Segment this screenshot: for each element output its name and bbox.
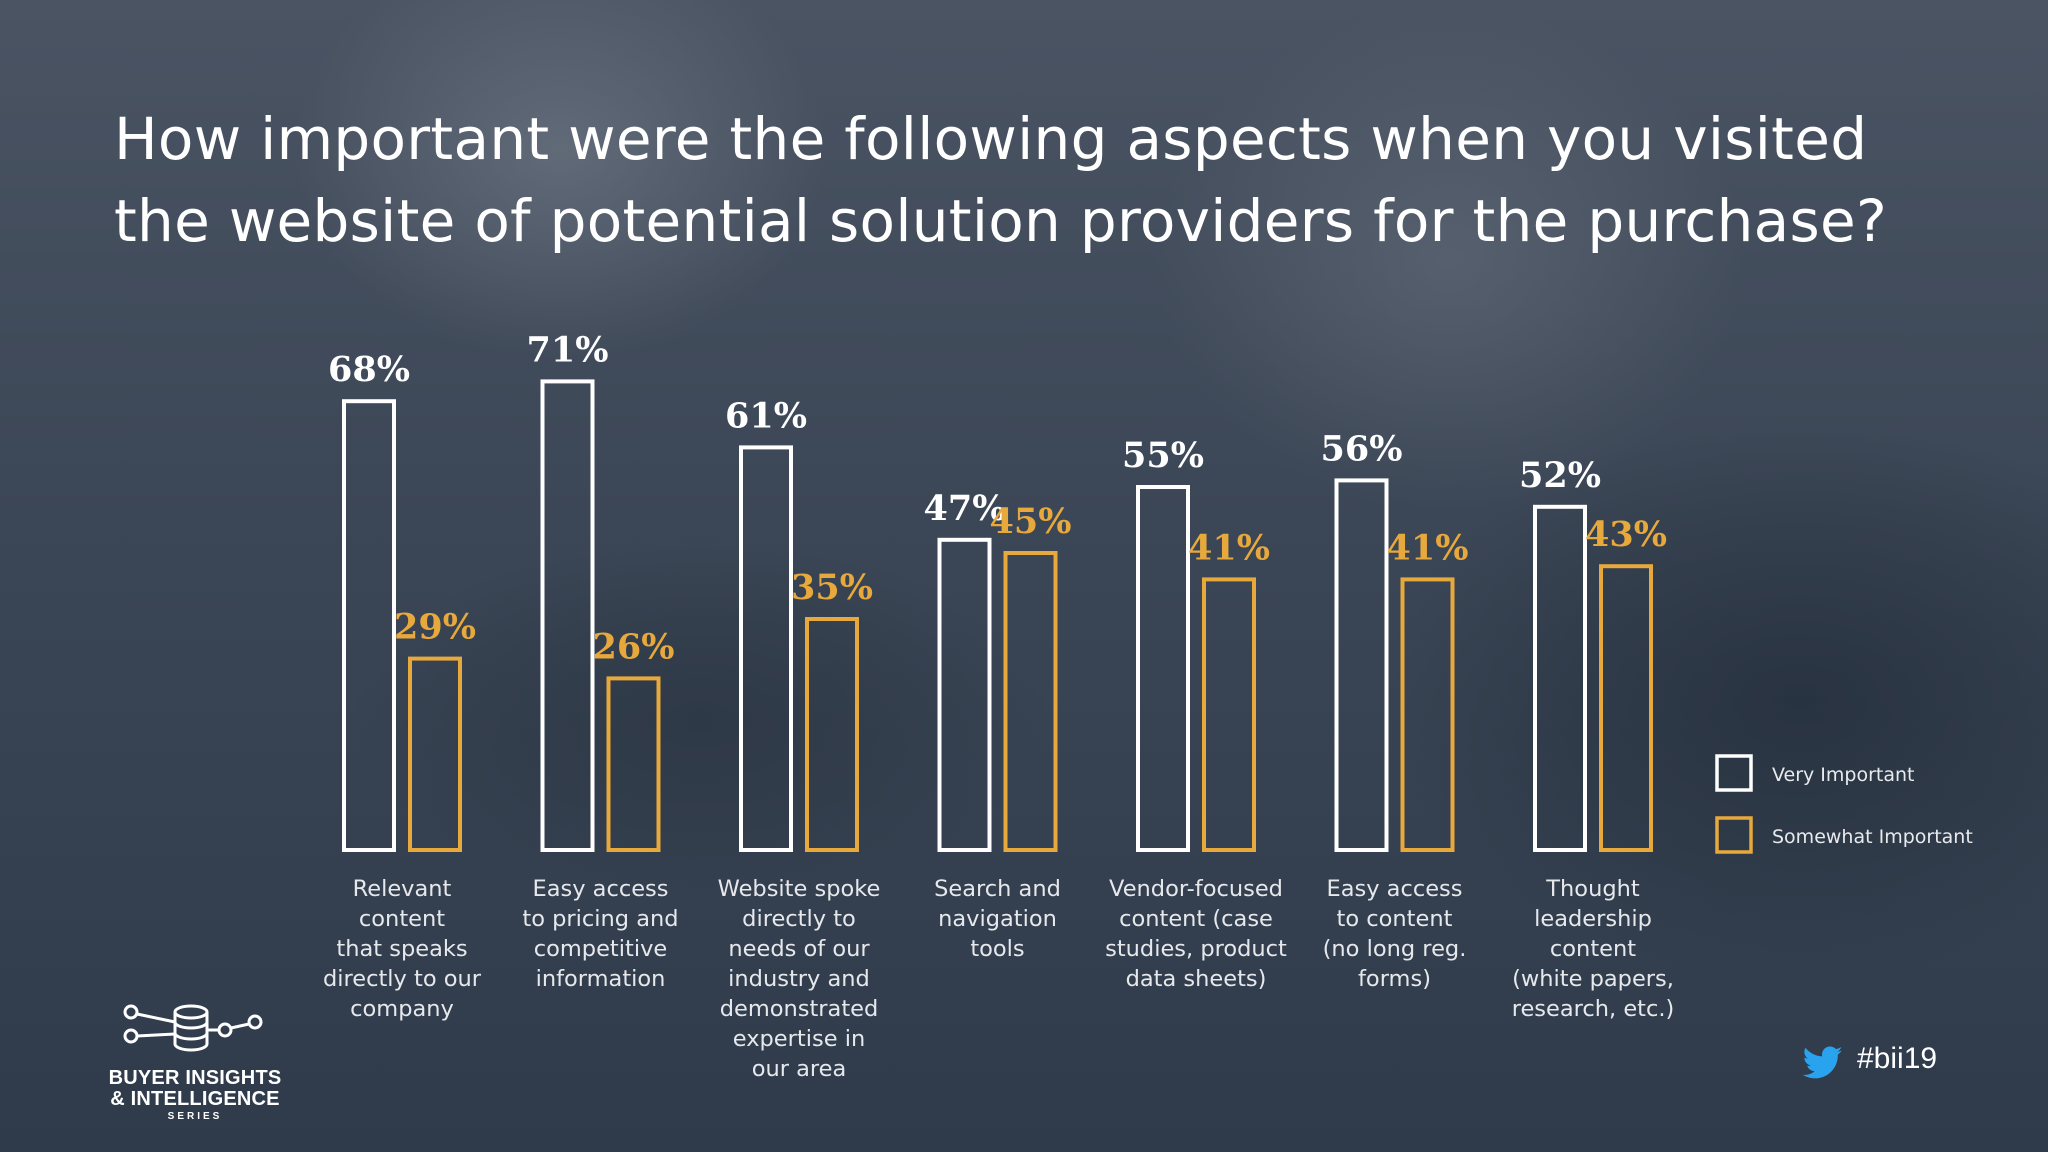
data-label-somewhat-important-1: 29% — [394, 607, 476, 648]
category-label-line: content — [359, 906, 445, 932]
data-label-somewhat-important-6: 41% — [1387, 527, 1469, 568]
category-label-6: Easy access to content (no long reg. forms) — [1323, 876, 1467, 992]
category-label-line: Easy access — [1326, 876, 1462, 902]
legend-label-very-important: Very Important — [1772, 764, 1915, 786]
category-label-2: Easy access to pricing and competitive info… — [522, 876, 678, 992]
legend-swatch-very-important — [1715, 754, 1753, 792]
category-label-4: Search and navigation tools — [934, 876, 1061, 962]
data-label-very-important-5: 55% — [1122, 435, 1204, 476]
category-label-line: leadership — [1534, 906, 1652, 932]
bar-very-important-5 — [1136, 485, 1190, 852]
brand-line-2: & INTELLIGENCE — [110, 1088, 280, 1110]
category-label-line: tools — [970, 936, 1024, 962]
chart-title-line-2: the website of potential solution provid… — [114, 187, 1888, 255]
category-label-line: content — [1550, 936, 1636, 962]
category-label-line: Search and — [934, 876, 1061, 902]
bar-very-important-2 — [540, 379, 595, 852]
data-label-somewhat-important-2: 26% — [593, 626, 675, 667]
category-label-line: to content — [1337, 906, 1453, 932]
bar-very-important-1 — [342, 399, 396, 852]
data-label-very-important-3: 61% — [725, 395, 807, 436]
data-label-very-important-7: 52% — [1519, 455, 1601, 496]
legend-label-somewhat-important: Somewhat Important — [1772, 826, 1973, 848]
bar-somewhat-important-1 — [408, 656, 462, 852]
category-label-line: demonstrated — [720, 996, 879, 1022]
data-label-very-important-4: 47% — [924, 488, 1006, 529]
bar-somewhat-important-4 — [1003, 551, 1058, 852]
brand-line-1: BUYER INSIGHTS — [108, 1067, 282, 1089]
hashtag: #bii19 — [1857, 1042, 1938, 1075]
category-label-line: Vendor-focused — [1109, 876, 1283, 902]
category-label-line: directly to — [742, 906, 856, 932]
category-label-line: Website spoke — [718, 876, 881, 902]
data-label-somewhat-important-4: 45% — [990, 501, 1072, 542]
category-label-line: Easy access — [532, 876, 668, 902]
chart-title: How important were the following aspects… — [114, 98, 1914, 262]
brand-logo-text: BUYER INSIGHTS & INTELLIGENCE SERIES — [95, 1068, 295, 1123]
category-label-line: our area — [752, 1056, 847, 1082]
bar-very-important-6 — [1334, 478, 1389, 852]
category-label-line: data sheets) — [1126, 966, 1267, 992]
legend: Very Important Somewhat Important — [1715, 754, 1973, 854]
data-label-somewhat-important-3: 35% — [791, 567, 873, 608]
category-label-3: Website spoke directly to needs of our indu… — [718, 876, 881, 1082]
category-label-line: (white papers, — [1512, 966, 1674, 992]
category-label-line: (no long reg. — [1323, 936, 1467, 962]
bar-somewhat-important-2 — [606, 676, 661, 853]
data-label-very-important-2: 71% — [527, 329, 609, 370]
category-label-line: that speaks — [336, 936, 467, 962]
category-label-line: competitive — [534, 936, 667, 962]
category-label-line: studies, product — [1105, 936, 1287, 962]
bar-very-important-3 — [739, 445, 793, 852]
category-label-1: Relevant content that speaks directly to ou… — [323, 876, 482, 1022]
category-label-line: information — [536, 966, 666, 992]
chart-title-line-1: How important were the following aspects… — [114, 105, 1868, 173]
category-label-line: content (case — [1119, 906, 1273, 932]
database-network-icon — [123, 1004, 263, 1052]
category-label-5: Vendor-focused content (case studies, prod… — [1105, 876, 1287, 992]
category-label-line: research, etc.) — [1512, 996, 1675, 1022]
category-label-line: company — [350, 996, 454, 1022]
twitter-bird-icon — [1803, 1046, 1843, 1079]
category-label-line: Thought — [1545, 876, 1640, 902]
data-label-very-important-6: 56% — [1321, 428, 1403, 469]
bar-somewhat-important-5 — [1202, 577, 1256, 853]
bar-group: 68% 29% 71% 26% 61% 35% 47%45% 55% 41% 56% 41% 52% 4… — [328, 329, 1667, 853]
brand-line-3: SERIES — [167, 1111, 223, 1122]
category-label-line: navigation — [938, 906, 1057, 932]
category-label-line: industry and — [728, 966, 870, 992]
category-label-7: Thought leadership content (white papers, re… — [1512, 876, 1675, 1022]
category-label-line: needs of our — [728, 936, 870, 962]
category-label-line: directly to our — [323, 966, 482, 992]
data-label-somewhat-important-5: 41% — [1188, 527, 1270, 568]
category-label-line: Relevant — [353, 876, 452, 902]
category-label-line: to pricing and — [522, 906, 678, 932]
data-label-very-important-1: 68% — [328, 349, 410, 390]
category-label-line: forms) — [1358, 966, 1431, 992]
bar-somewhat-important-3 — [805, 617, 859, 852]
data-label-somewhat-important-7: 43% — [1585, 514, 1667, 555]
legend-swatch-somewhat-important — [1715, 816, 1753, 854]
category-label-line: expertise in — [733, 1026, 865, 1052]
bar-very-important-4 — [937, 537, 992, 852]
bar-very-important-7 — [1533, 504, 1587, 852]
bar-somewhat-important-6 — [1400, 577, 1455, 853]
category-label-group: Relevant content that speaks directly to ou… — [323, 876, 1674, 1082]
bar-somewhat-important-7 — [1599, 564, 1653, 852]
